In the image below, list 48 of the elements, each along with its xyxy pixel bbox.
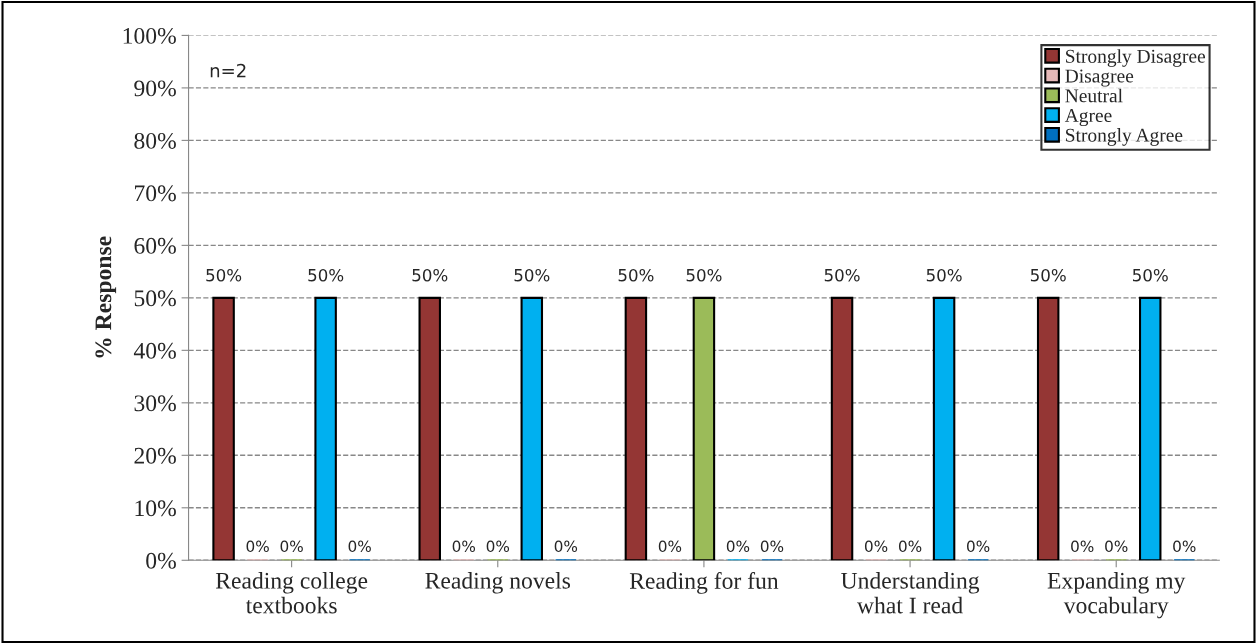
data-label: 0% <box>452 540 476 553</box>
data-label: 0% <box>898 540 922 553</box>
data-label: 50% <box>926 268 962 282</box>
data-label: 0% <box>864 540 888 553</box>
x-tick-label: Reading novels <box>425 572 571 594</box>
y-axis-title: % Response <box>95 236 117 358</box>
x-tick-label: Expanding my vocabulary <box>1047 572 1186 619</box>
data-label: 0% <box>486 540 510 553</box>
y-tick-label: 20% <box>134 447 176 464</box>
legend-label: Neutral <box>1065 88 1123 103</box>
data-label: 50% <box>412 268 448 282</box>
data-label: 50% <box>618 268 654 282</box>
y-tick-label: 100% <box>123 27 176 44</box>
y-tick-label: 40% <box>133 342 176 359</box>
data-label: 0% <box>1105 540 1128 553</box>
data-label: 50% <box>206 268 242 282</box>
data-label: 50% <box>308 268 344 282</box>
y-tick-label: 10% <box>135 500 176 517</box>
annotation: n=2 <box>210 63 246 78</box>
data-label: 0% <box>726 540 750 553</box>
data-label: 0% <box>1173 540 1196 553</box>
data-label: 50% <box>824 268 860 282</box>
data-label: 0% <box>348 540 371 553</box>
legend-label: Agree <box>1064 109 1112 127</box>
data-label: 0% <box>246 540 269 553</box>
y-tick-label: 80% <box>134 132 176 149</box>
data-label: 50% <box>1030 268 1066 282</box>
data-label: 0% <box>280 540 303 553</box>
x-tick-label: Reading college textbooks <box>215 572 368 614</box>
x-tick-label: Reading for fun <box>629 572 779 594</box>
data-label: 0% <box>1071 540 1094 553</box>
data-label: 50% <box>1132 268 1168 282</box>
data-label: 50% <box>514 268 550 282</box>
data-label: 0% <box>554 540 578 553</box>
data-label: 0% <box>658 540 682 553</box>
x-tick-label: Understanding what I read <box>841 572 980 614</box>
y-tick-label: 60% <box>134 237 176 254</box>
data-label: 50% <box>686 268 722 282</box>
legend-label: Strongly Agree <box>1066 128 1183 146</box>
y-tick-label: 90% <box>134 80 176 97</box>
y-tick-label: 70% <box>135 185 176 202</box>
legend-label: Strongly Disagree <box>1066 49 1205 67</box>
data-label: 0% <box>966 540 990 553</box>
legend-label: Disagree <box>1065 69 1134 87</box>
y-tick-label: 0% <box>146 552 176 569</box>
y-tick-label: 30% <box>134 395 176 412</box>
y-tick-label: 50% <box>134 290 176 307</box>
data-label: 0% <box>760 540 784 553</box>
